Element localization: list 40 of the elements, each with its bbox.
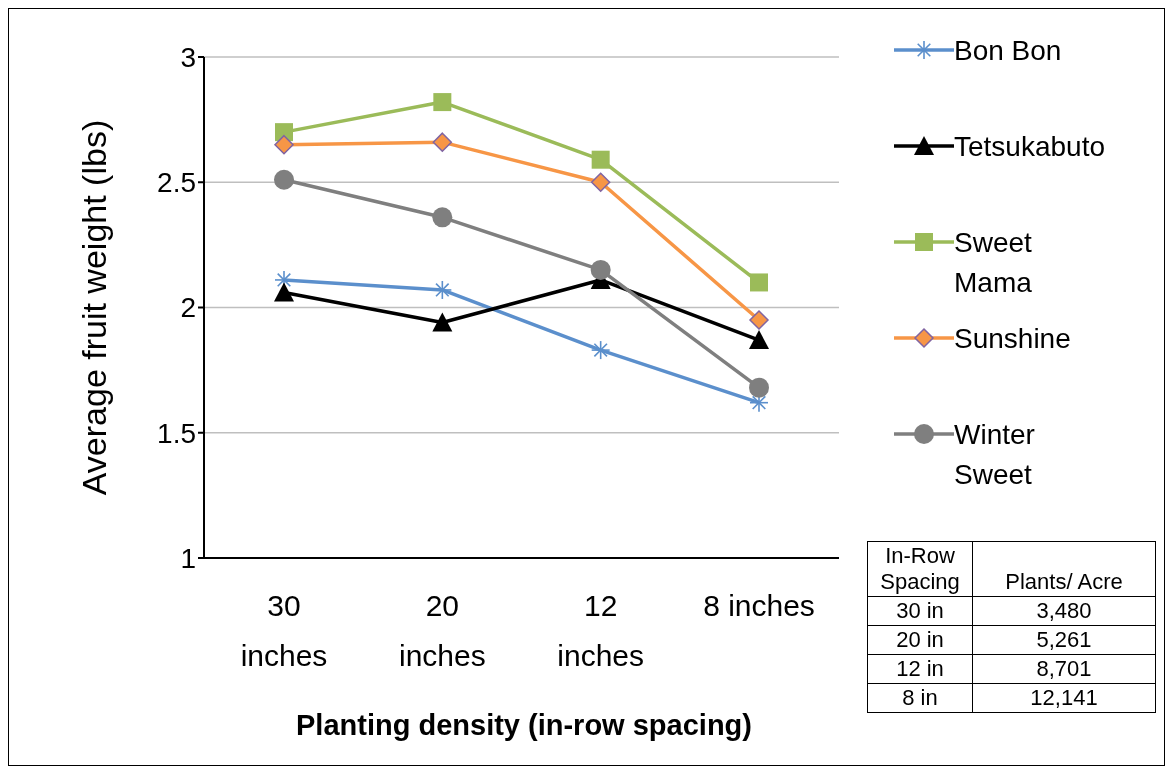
point: [590, 172, 611, 192]
point: [749, 377, 769, 398]
legend-label: Bon Bon: [954, 34, 1063, 68]
x-tick-label: 20 inches: [398, 589, 486, 672]
y-tick-label: 2.5: [157, 167, 196, 199]
legend-label: Tetsukabuto: [954, 130, 1105, 164]
point: [749, 330, 769, 350]
text: In-Row Spacing: [867, 541, 973, 597]
text: 12,141: [972, 683, 1156, 713]
legend-label: Winter Sweet: [954, 418, 1036, 492]
y-tick-label: 2: [180, 292, 196, 324]
text: Plants/ Acre: [972, 541, 1156, 597]
point: [274, 282, 294, 302]
legend-label: Sweet Mama: [954, 226, 1033, 300]
point: [274, 134, 294, 155]
text: 5,261: [972, 625, 1156, 655]
text: 8,701: [972, 654, 1156, 684]
point: [432, 132, 453, 152]
x-tick-label: 8 inches: [703, 589, 815, 622]
point: [591, 150, 610, 169]
x-axis-title: Planting density (in-row spacing): [295, 709, 753, 742]
x-tick-label: 12 inches: [557, 589, 645, 672]
text: 20 in: [867, 625, 973, 655]
text: 30 in: [867, 596, 973, 626]
legend-label: Sunshine: [954, 322, 1072, 356]
point: [749, 310, 769, 330]
point: [750, 273, 768, 292]
y-tick-label: 1: [180, 542, 196, 574]
text: 12 in: [867, 654, 973, 684]
x-tick-label: 30 inches: [240, 589, 328, 672]
y-tick-label: 1.5: [157, 417, 196, 449]
point: [274, 169, 294, 190]
point: [590, 259, 611, 280]
point: [432, 207, 453, 228]
text: 8 in: [867, 683, 973, 713]
y-axis-title: Average fruit weight (lbs): [75, 119, 114, 496]
y-tick-label: 3: [180, 41, 196, 73]
point: [433, 93, 452, 112]
text: 3,480: [972, 596, 1156, 626]
point: [432, 312, 453, 332]
